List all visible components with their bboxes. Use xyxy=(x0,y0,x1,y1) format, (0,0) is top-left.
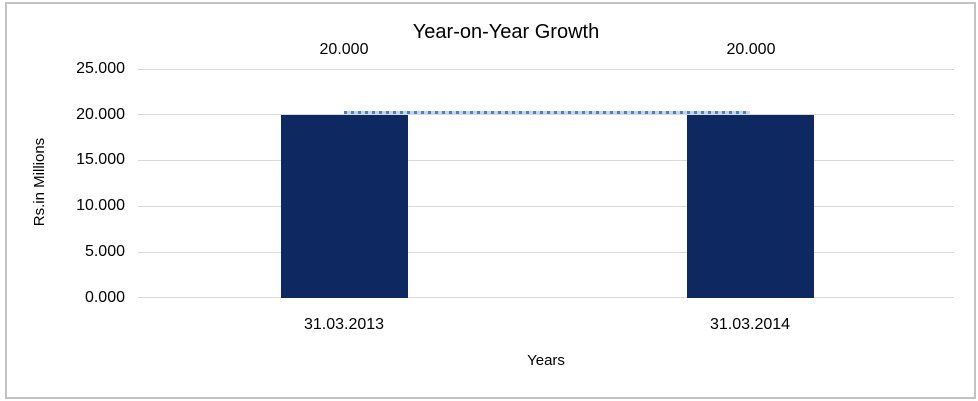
chart-frame-border xyxy=(5,2,976,399)
x-axis-title: Years xyxy=(527,352,565,369)
y-tick-label: 25.000 xyxy=(76,60,125,77)
y-tick-label: 10.000 xyxy=(76,197,125,214)
y-tick-label: 20.000 xyxy=(76,106,125,123)
gridline xyxy=(138,297,954,298)
bar-2014 xyxy=(687,115,814,298)
gridline xyxy=(138,114,954,115)
y-tick-label: 0.000 xyxy=(84,289,125,306)
gridline xyxy=(138,160,954,161)
x-category-label-2014: 31.03.2014 xyxy=(709,316,791,333)
trendline-dotted xyxy=(344,111,750,114)
gridline xyxy=(138,69,954,70)
x-category-label-2013: 31.03.2013 xyxy=(303,316,385,333)
gridline xyxy=(138,252,954,253)
plot-area: 20.000 20.000 xyxy=(138,41,954,298)
data-label-2014: 20.000 xyxy=(726,41,776,58)
y-tick-label: 5.000 xyxy=(84,243,125,260)
chart-title: Year-on-Year Growth xyxy=(412,21,600,43)
gridline xyxy=(138,206,954,207)
y-tick-label: 15.000 xyxy=(76,151,125,168)
bar-2013 xyxy=(281,115,408,298)
data-label-2013: 20.000 xyxy=(319,41,369,58)
